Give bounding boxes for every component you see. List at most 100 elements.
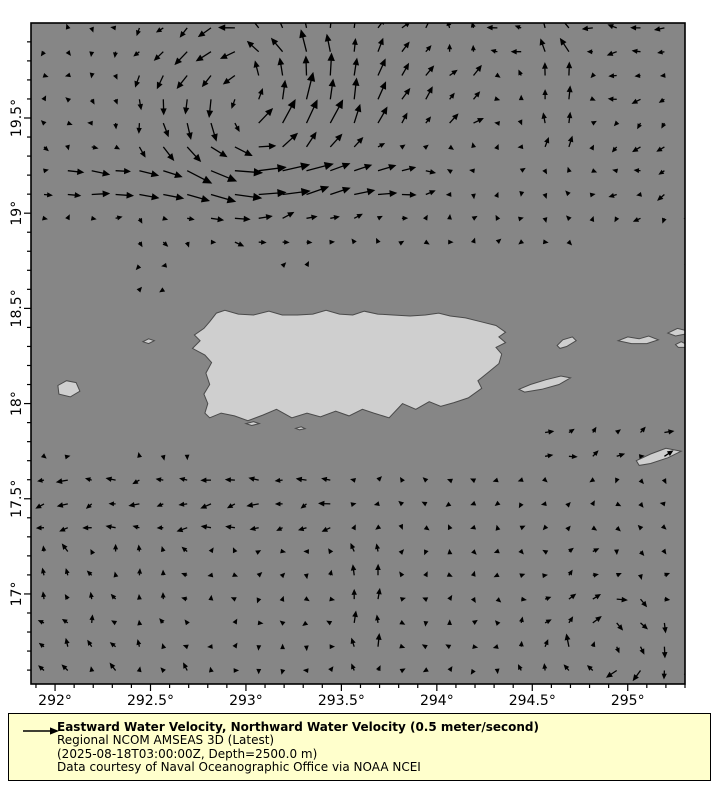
velocity-arrow <box>352 77 360 100</box>
velocity-arrow <box>246 40 260 53</box>
velocity-arrow <box>687 74 690 77</box>
velocity-arrow <box>353 103 362 124</box>
velocity-arrow <box>276 526 283 531</box>
velocity-arrow <box>186 146 202 163</box>
velocity-arrow <box>590 641 596 648</box>
velocity-arrow <box>256 572 263 578</box>
velocity-arrow <box>377 164 397 172</box>
velocity-arrow <box>65 23 71 30</box>
velocity-arrow <box>688 99 691 102</box>
velocity-arrow <box>567 135 574 148</box>
velocity-arrow <box>544 619 552 625</box>
velocity-arrow <box>110 593 117 600</box>
velocity-arrow <box>377 81 387 100</box>
velocity-arrow <box>232 572 239 577</box>
y-tick-label: 17° <box>9 582 25 607</box>
velocity-arrow <box>183 662 188 671</box>
velocity-arrow <box>591 426 597 433</box>
velocity-arrow <box>542 89 548 100</box>
velocity-arrow <box>181 546 188 553</box>
velocity-arrow <box>586 665 594 671</box>
velocity-arrow <box>201 75 212 88</box>
velocity-arrow <box>659 73 666 78</box>
velocity-arrow <box>64 594 70 600</box>
velocity-arrow <box>398 500 405 507</box>
velocity-arrow <box>494 620 501 626</box>
x-tick-label: 293.5° <box>318 693 365 709</box>
velocity-arrow <box>607 24 617 30</box>
velocity-arrow <box>159 287 166 293</box>
velocity-arrow <box>375 633 382 647</box>
velocity-arrow <box>270 37 284 53</box>
velocity-arrow <box>662 622 668 634</box>
velocity-arrow <box>280 548 287 554</box>
velocity-arrow <box>495 238 502 245</box>
velocity-arrow <box>302 668 309 674</box>
velocity-arrow <box>159 618 165 624</box>
velocity-arrow <box>35 525 45 531</box>
velocity-arrow <box>187 216 195 222</box>
velocity-arrow <box>658 97 665 103</box>
velocity-arrow <box>494 144 499 150</box>
velocity-arrow <box>470 668 476 675</box>
legend-model-name: Regional NCOM AMSEAS 3D (Latest) <box>57 733 275 748</box>
velocity-arrow <box>87 120 93 126</box>
velocity-arrow <box>608 73 617 79</box>
velocity-arrow <box>542 239 549 245</box>
velocity-arrow <box>494 96 501 101</box>
velocity-arrow <box>282 187 311 197</box>
velocity-arrow <box>87 639 93 648</box>
y-tick-label: 19° <box>9 201 25 226</box>
velocity-arrow <box>66 120 73 126</box>
velocity-arrow <box>61 543 69 552</box>
velocity-arrow <box>234 146 253 157</box>
velocity-arrow <box>112 51 118 58</box>
velocity-arrow <box>592 450 599 457</box>
velocity-arrow <box>469 168 475 174</box>
velocity-arrow <box>350 542 356 552</box>
velocity-arrow <box>38 642 45 649</box>
velocity-arrow <box>353 163 373 172</box>
velocity-arrow <box>65 97 72 103</box>
velocity-arrow <box>423 214 428 221</box>
velocity-arrow <box>563 664 570 671</box>
velocity-arrow <box>445 644 452 650</box>
velocity-arrow <box>566 85 573 100</box>
velocity-arrow <box>521 596 527 602</box>
velocity-arrow <box>473 118 484 124</box>
velocity-arrow <box>688 50 691 53</box>
velocity-arrow <box>586 49 593 55</box>
velocity-arrow <box>687 431 690 434</box>
velocity-arrow <box>425 169 437 175</box>
velocity-arrow <box>446 169 453 174</box>
velocity-arrow <box>251 23 260 29</box>
velocity-arrow <box>656 146 665 152</box>
velocity-arrow <box>40 120 47 126</box>
velocity-arrow <box>224 477 235 483</box>
velocity-arrow <box>398 240 405 246</box>
velocity-arrow <box>633 168 641 174</box>
velocity-arrow <box>613 120 620 127</box>
velocity-arrow <box>233 668 240 673</box>
velocity-arrow <box>351 524 356 531</box>
velocity-arrow <box>518 502 524 509</box>
velocity-arrow <box>350 637 356 647</box>
legend-title: Eastward Water Velocity, Northward Water… <box>57 720 539 734</box>
velocity-arrow <box>518 69 523 76</box>
velocity-arrow <box>321 526 331 532</box>
velocity-arrow <box>425 116 432 124</box>
velocity-arrow <box>688 358 691 361</box>
velocity-arrow <box>606 50 617 56</box>
velocity-arrow <box>232 642 238 649</box>
velocity-arrow <box>303 573 309 580</box>
velocity-arrow <box>113 73 118 80</box>
velocity-arrow <box>184 241 190 248</box>
velocity-arrow <box>472 644 479 649</box>
velocity-arrow <box>518 239 525 245</box>
velocity-arrow <box>306 214 318 221</box>
velocity-arrow <box>153 51 164 61</box>
velocity-arrow <box>688 311 691 315</box>
velocity-arrow <box>559 37 570 53</box>
velocity-arrow <box>248 476 259 482</box>
velocity-arrow <box>89 614 95 623</box>
